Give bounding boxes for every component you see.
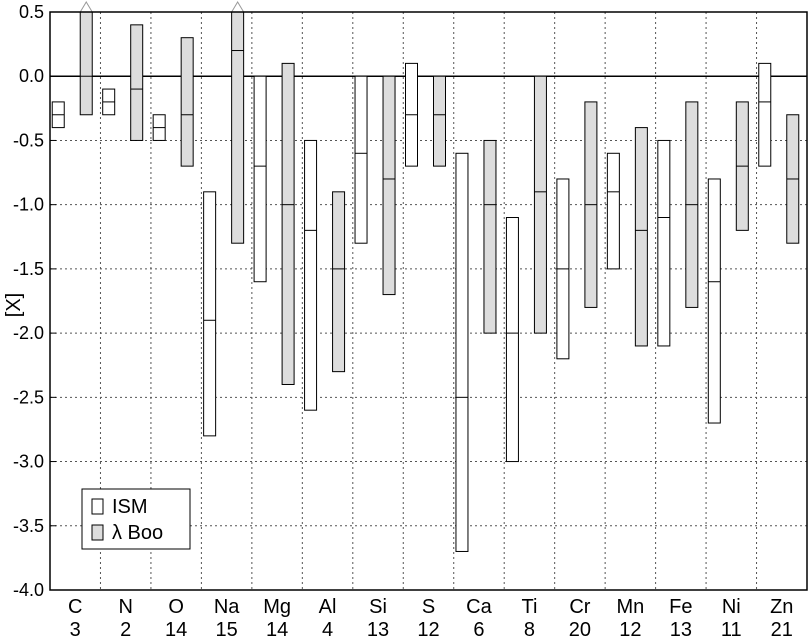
y-tick-label: -1.0: [13, 195, 44, 215]
range-box-ism: [758, 62, 772, 167]
range-box-ism: [253, 75, 267, 283]
range-box-ism: [707, 178, 721, 424]
range-box-ism: [455, 152, 469, 552]
x-tick-label-count: 21: [771, 619, 793, 641]
legend-swatch-lboo: [91, 524, 104, 541]
range-box-lboo: [231, 11, 245, 244]
range-box-ism: [657, 139, 671, 347]
x-tick-label-count: 8: [524, 619, 535, 641]
x-tick-label-count: 20: [569, 619, 591, 641]
y-tick-label: -2.0: [13, 323, 44, 343]
range-box-lboo: [180, 37, 194, 167]
x-tick-label-element: C: [68, 596, 82, 618]
x-tick-label-count: 12: [619, 619, 641, 641]
x-tick-label-element: O: [168, 596, 184, 618]
overflow-arrow-marker: [230, 1, 245, 13]
x-tick-label-element: N: [118, 596, 132, 618]
x-tick-label-element: Al: [319, 596, 337, 618]
x-tick-label-count: 13: [367, 619, 389, 641]
x-tick-label-element: Cr: [569, 596, 590, 618]
y-tick-label: 0.5: [19, 2, 44, 22]
x-tick-label-element: Zn: [770, 596, 793, 618]
x-tick-label-count: 2: [120, 619, 131, 641]
legend-swatch-ism: [91, 498, 104, 515]
x-tick-label-element: Ca: [466, 596, 492, 618]
x-tick-label-element: Ni: [722, 596, 741, 618]
range-box-ism: [354, 75, 368, 244]
legend-label-lboo: λ Boo: [112, 522, 163, 544]
x-tick-label-element: S: [422, 596, 435, 618]
legend: ISM λ Boo: [81, 488, 191, 550]
x-tick-label-count: 14: [165, 619, 187, 641]
range-box-lboo: [433, 75, 446, 167]
y-tick-label: -3.0: [13, 452, 44, 472]
x-tick-label-element: Na: [214, 596, 240, 618]
x-tick-label-count: 12: [417, 619, 439, 641]
range-boxes: [51, 1, 800, 552]
x-tick-label-count: 11: [721, 619, 742, 641]
x-tick-label-element: Fe: [669, 596, 692, 618]
x-tick-label-count: 13: [670, 619, 692, 641]
range-box-lboo: [79, 11, 93, 116]
range-box-lboo: [533, 75, 547, 334]
x-tick-label-count: 4: [322, 619, 333, 641]
x-tick-label-element: Si: [369, 596, 387, 618]
y-tick-label: -4.0: [13, 580, 44, 600]
x-tick-label-count: 3: [70, 619, 81, 641]
range-box-ism: [304, 139, 318, 411]
x-tick-label-count: 6: [473, 619, 484, 641]
y-tick-label: -2.5: [13, 387, 44, 407]
range-box-ism: [505, 217, 519, 463]
range-box-lboo: [332, 191, 346, 373]
x-axis-ticks: C3N2O14Na15Mg14Al4Si13S12Ca6Ti8Cr20Mn12F…: [68, 596, 793, 641]
range-box-lboo: [281, 62, 295, 385]
y-tick-label: -1.5: [13, 259, 44, 279]
x-tick-label-element: Ti: [521, 596, 537, 618]
range-box-lboo: [634, 127, 648, 347]
y-axis-ticks: 0.5 0.0 -0.5 -1.0 -1.5 -2.0 -2.5 -3.0 -3.5 -4.0: [13, 2, 56, 600]
y-tick-label: -0.5: [13, 130, 44, 150]
plot-frame: [49, 11, 808, 591]
range-box-ism: [203, 191, 217, 437]
x-tick-label-count: 15: [216, 619, 238, 641]
overflow-arrow-marker: [79, 1, 94, 13]
range-box-lboo: [382, 75, 396, 296]
range-box-ism: [606, 152, 620, 270]
y-axis-label: [X]: [3, 293, 25, 317]
x-tick-label-element: Mg: [263, 596, 291, 618]
y-tick-label: -3.5: [13, 516, 44, 536]
x-tick-label-element: Mn: [616, 596, 644, 618]
x-tick-label-count: 14: [266, 619, 288, 641]
y-tick-label: 0.0: [19, 66, 44, 86]
legend-label-ism: ISM: [112, 496, 148, 518]
range-box-lboo: [130, 24, 144, 141]
range-box-lboo: [483, 139, 497, 334]
